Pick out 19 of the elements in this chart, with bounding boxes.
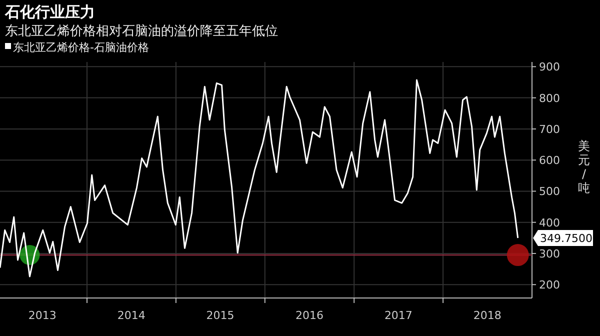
y-tick-label: 700: [539, 122, 560, 136]
y-axis-title: 美元/吨: [578, 139, 590, 195]
chart-subtitle: 东北亚乙烯价格相对石脑油的溢价降至五年低位: [5, 24, 278, 39]
x-tick-label: 2016: [296, 309, 324, 322]
y-tick-label: 600: [539, 154, 560, 168]
x-tick-label: 2013: [28, 309, 56, 322]
x-tick-label: 2017: [384, 309, 412, 322]
x-tick-label: 2018: [473, 309, 502, 322]
annotation: 349.7500: [540, 232, 592, 245]
legend-label: 东北亚乙烯价格-石脑油价格: [13, 41, 149, 54]
y-tick-label: 900: [539, 60, 560, 74]
y-tick-label: 300: [539, 247, 560, 260]
chart-title: 石化行业压力: [4, 3, 95, 21]
y-tick-label: 500: [539, 185, 560, 198]
y-tick-label: 200: [539, 278, 560, 292]
x-tick-label: 2014: [117, 309, 146, 322]
y-tick-label: 400: [539, 216, 560, 230]
x-tick-label: 2015: [206, 309, 234, 322]
y-tick-label: 800: [539, 92, 560, 105]
